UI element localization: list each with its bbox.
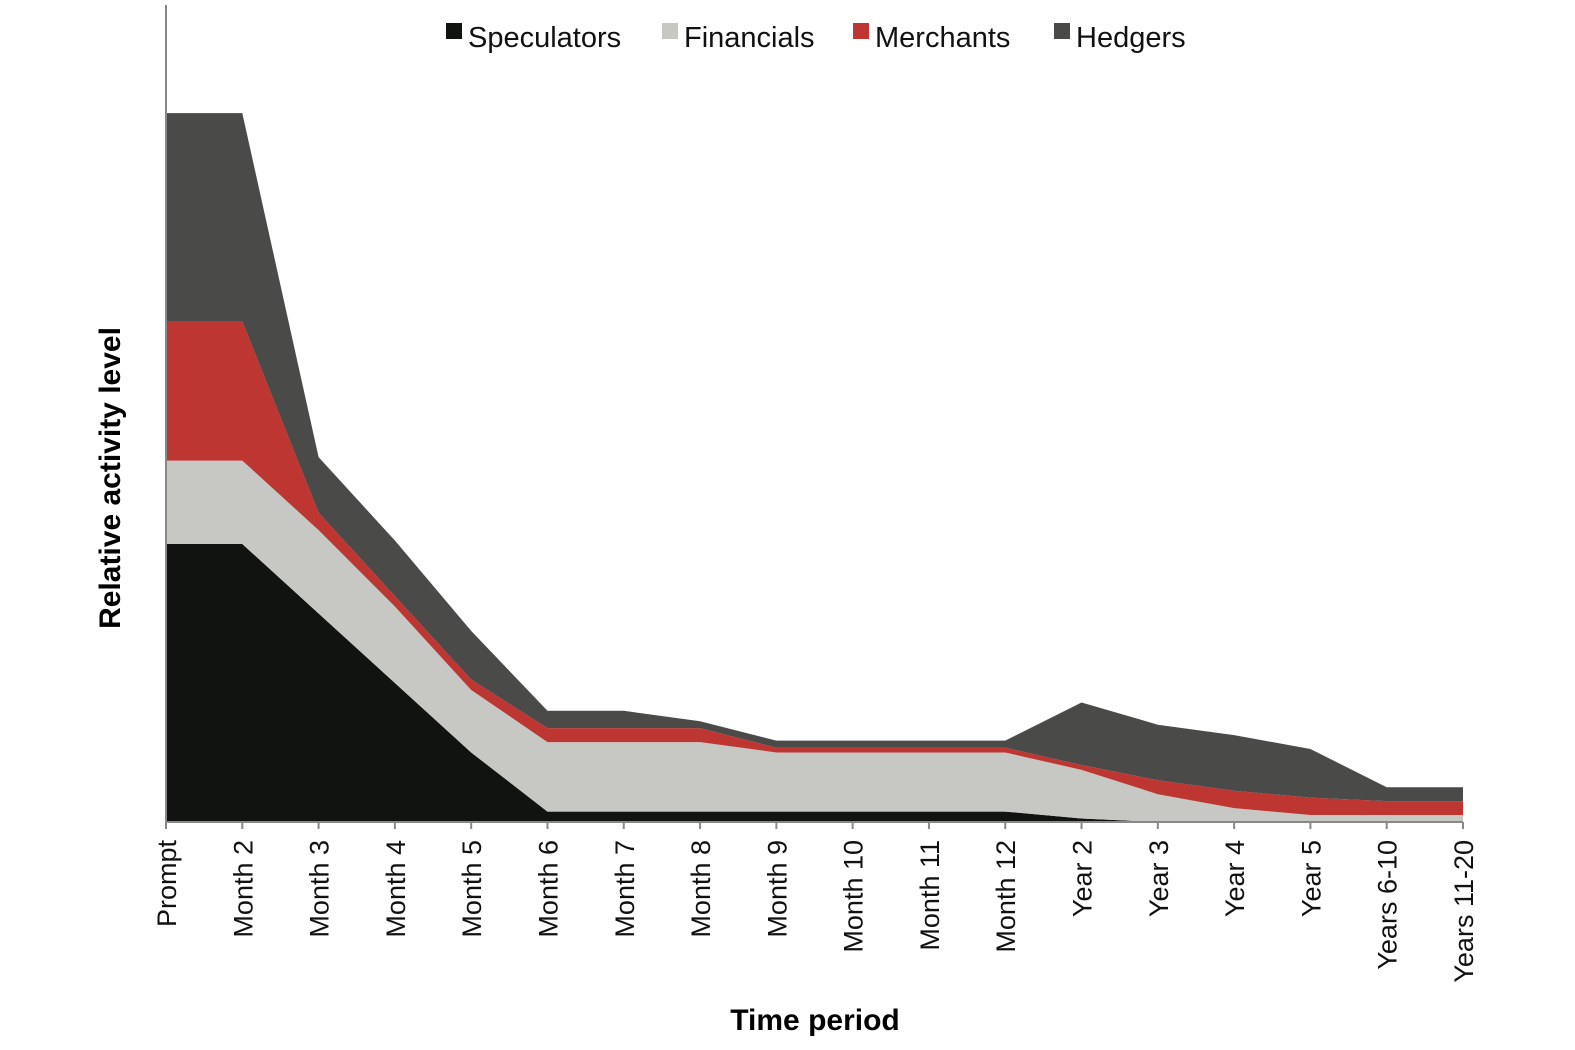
y-axis-title: Relative activity level: [94, 327, 127, 629]
legend-swatch-speculators: [446, 23, 462, 39]
x-tick-label: Month 3: [305, 840, 335, 938]
legend: Speculators Financials Merchants Hedgers: [446, 22, 1186, 54]
x-tick-label: Year 3: [1144, 840, 1174, 917]
x-tick-label: Month 8: [686, 840, 716, 938]
x-tick-label: Month 7: [610, 840, 640, 938]
x-tick-label: Month 9: [762, 840, 792, 938]
legend-swatch-hedgers: [1054, 23, 1070, 39]
x-tick-label: Month 5: [457, 840, 487, 938]
legend-label-hedgers: Hedgers: [1076, 22, 1186, 54]
x-tick-label: Month 12: [991, 840, 1021, 953]
x-tick-label: Month 11: [915, 840, 945, 951]
x-axis-title: Time period: [730, 1004, 899, 1037]
x-axis-ticks: Prompt Month 2 Month 3 Month 4 Month 5 Month …: [152, 822, 1479, 983]
plot-areas: [166, 113, 1463, 822]
x-tick-label: Month 6: [533, 840, 563, 938]
x-tick-label: Years 11-20: [1449, 840, 1479, 983]
x-tick-label: Month 2: [228, 840, 258, 938]
x-tick-label: Prompt: [152, 840, 182, 928]
x-tick-label: Month 4: [381, 840, 411, 938]
area-financials: [166, 460, 1463, 822]
area-speculators: [166, 544, 1463, 822]
legend-swatch-financials: [662, 23, 678, 39]
legend-label-speculators: Speculators: [468, 22, 621, 54]
legend-label-merchants: Merchants: [875, 22, 1010, 54]
x-tick-label: Year 5: [1296, 840, 1326, 917]
x-tick-label: Month 10: [839, 840, 869, 953]
legend-label-financials: Financials: [684, 22, 815, 54]
legend-swatch-merchants: [853, 23, 869, 39]
x-tick-label: Years 6-10: [1373, 840, 1403, 970]
x-tick-label: Year 2: [1068, 840, 1098, 917]
x-tick-label: Year 4: [1220, 840, 1250, 917]
